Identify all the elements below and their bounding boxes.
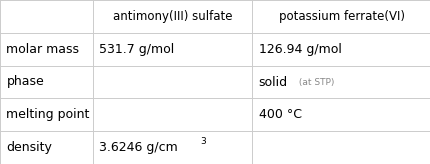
Text: molar mass: molar mass xyxy=(6,43,79,56)
Text: 3: 3 xyxy=(200,137,206,146)
Text: antimony(III) sulfate: antimony(III) sulfate xyxy=(112,10,232,23)
Text: 400 °C: 400 °C xyxy=(258,108,301,121)
Text: potassium ferrate(VI): potassium ferrate(VI) xyxy=(278,10,404,23)
Text: 3.6246 g/cm: 3.6246 g/cm xyxy=(99,141,178,154)
Text: phase: phase xyxy=(6,75,44,89)
Text: 126.94 g/mol: 126.94 g/mol xyxy=(258,43,341,56)
Text: density: density xyxy=(6,141,52,154)
Text: solid: solid xyxy=(258,75,287,89)
Text: (at STP): (at STP) xyxy=(295,78,334,86)
Text: melting point: melting point xyxy=(6,108,89,121)
Text: 531.7 g/mol: 531.7 g/mol xyxy=(99,43,174,56)
